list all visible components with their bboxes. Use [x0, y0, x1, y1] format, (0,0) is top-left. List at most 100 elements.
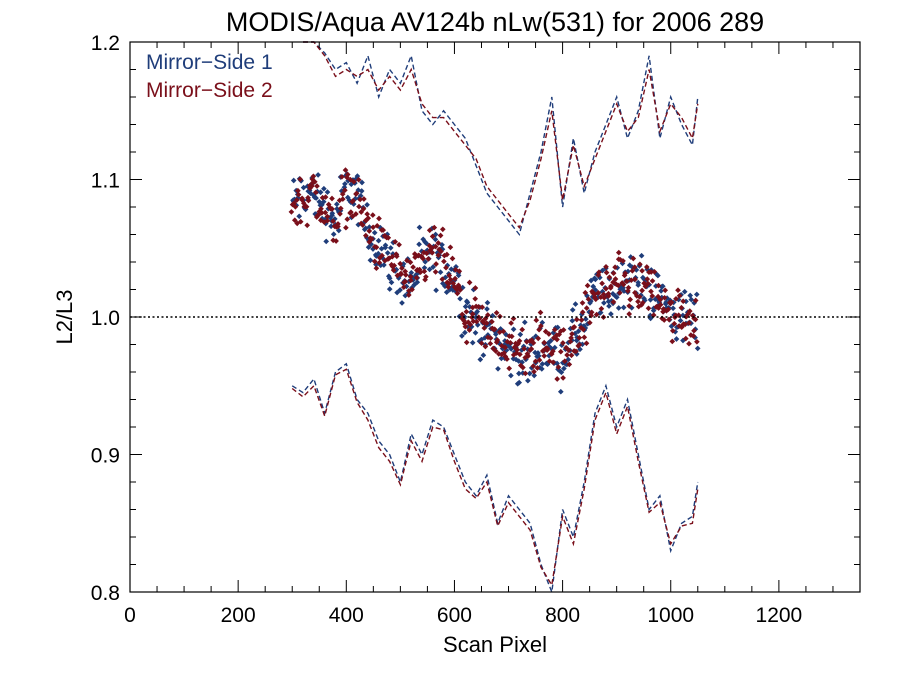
series-2-point — [398, 270, 404, 277]
series-1-point — [658, 288, 664, 294]
series-1-point — [421, 264, 428, 271]
series-2-point — [643, 264, 650, 270]
plot-area — [129, 41, 861, 593]
y-tick-label: 0.9 — [91, 445, 120, 468]
series-2-point — [373, 265, 380, 272]
series-1-point — [381, 262, 387, 268]
series-2-point — [466, 279, 473, 286]
series-1-point — [386, 286, 393, 292]
series-2-point — [520, 364, 526, 371]
series-2-point — [439, 276, 446, 283]
series-2-point — [400, 284, 407, 291]
series-1-point — [400, 261, 407, 267]
series-1-point — [387, 245, 394, 251]
series-1-point — [572, 301, 579, 307]
legend-item-mirror-side-1: Mirror−Side 1 — [146, 51, 273, 74]
series-2-point — [417, 269, 424, 276]
series-1-point — [547, 337, 554, 344]
series-2-point — [318, 209, 325, 216]
series-1-point — [539, 361, 546, 367]
series-2-point — [303, 203, 310, 210]
series-1-point — [328, 223, 334, 230]
series-2-point — [295, 187, 301, 194]
series-2-point — [661, 294, 668, 301]
series-2-point — [521, 345, 527, 352]
chart-title: MODIS/Aqua AV124b nLw(531) for 2006 289 — [226, 7, 764, 37]
series-1-point — [601, 300, 607, 306]
series-2-point — [457, 287, 464, 293]
series-1-point — [659, 283, 666, 290]
series-1-point — [313, 195, 319, 201]
y-tick-label: 0.8 — [91, 582, 120, 605]
series-1-point — [525, 377, 531, 384]
series-1-point — [561, 365, 567, 372]
series-1-point — [290, 177, 297, 184]
series-1-point — [516, 370, 522, 377]
series-2-point — [333, 238, 339, 244]
series-2-point — [610, 270, 617, 277]
series-2-point — [538, 323, 544, 329]
series-2-point — [396, 241, 402, 248]
series-2-point — [299, 195, 305, 202]
series-1-point — [364, 201, 370, 208]
series-2-point — [568, 335, 574, 341]
series-1-point — [320, 198, 327, 205]
x-tick-label: 1000 — [647, 604, 694, 627]
series-1-point — [687, 292, 694, 299]
x-tick-label: 200 — [221, 604, 256, 627]
series-2-point — [603, 269, 610, 276]
series-2-point — [389, 253, 396, 260]
series-2-point — [612, 276, 619, 282]
series-2-point — [645, 280, 651, 287]
series-2-point — [645, 305, 652, 312]
series-1-point — [342, 181, 348, 187]
series-2-point — [478, 340, 485, 347]
series-2-point — [561, 358, 568, 365]
series-2-point — [615, 282, 622, 289]
series-2-point — [557, 348, 564, 355]
series-1-point — [608, 311, 614, 317]
x-tick-label: 800 — [545, 604, 580, 627]
series-2-point — [429, 249, 436, 256]
series-2-point — [583, 340, 590, 347]
series-2-point — [528, 346, 535, 352]
series-2-point — [410, 264, 416, 270]
series-2-point — [342, 187, 348, 194]
series-2-point — [365, 215, 372, 222]
series-2-point — [337, 211, 343, 217]
series-2-point — [669, 338, 676, 345]
series-2-point — [682, 335, 689, 342]
series-2-point — [508, 320, 514, 326]
series-2-point — [441, 258, 447, 265]
series-2-point — [351, 178, 357, 185]
series-2-point — [353, 211, 359, 217]
series-2-point — [374, 222, 381, 229]
series-2-point — [676, 292, 683, 299]
series-2-point — [447, 244, 454, 251]
series-1-point — [592, 276, 599, 283]
series-1-point — [557, 388, 564, 395]
series-1-point — [375, 237, 382, 244]
series-2-lower-line — [291, 368, 699, 588]
series-2-point — [339, 173, 345, 180]
series-2-point — [504, 356, 510, 362]
series-2-point — [508, 333, 515, 340]
series-2-point — [692, 297, 699, 304]
series-2-point — [360, 205, 367, 212]
series-2-point — [630, 255, 637, 262]
series-2-point — [626, 303, 633, 309]
series-2-point — [466, 327, 473, 333]
series-1-point — [670, 305, 676, 312]
series-2-point — [433, 261, 439, 267]
series-2-point — [355, 176, 362, 183]
x-tick-labels: 0 200 400 600 800 1000 1200 — [124, 604, 802, 627]
series-1-point — [606, 303, 612, 309]
series-2-point — [690, 333, 697, 339]
series-2-point — [297, 218, 304, 225]
series-2-point — [671, 320, 678, 327]
series-2-point — [668, 299, 675, 306]
series-2-point — [330, 218, 336, 225]
series-2-point — [662, 287, 669, 294]
series-2-point — [600, 291, 607, 298]
series-2-point — [579, 300, 586, 306]
